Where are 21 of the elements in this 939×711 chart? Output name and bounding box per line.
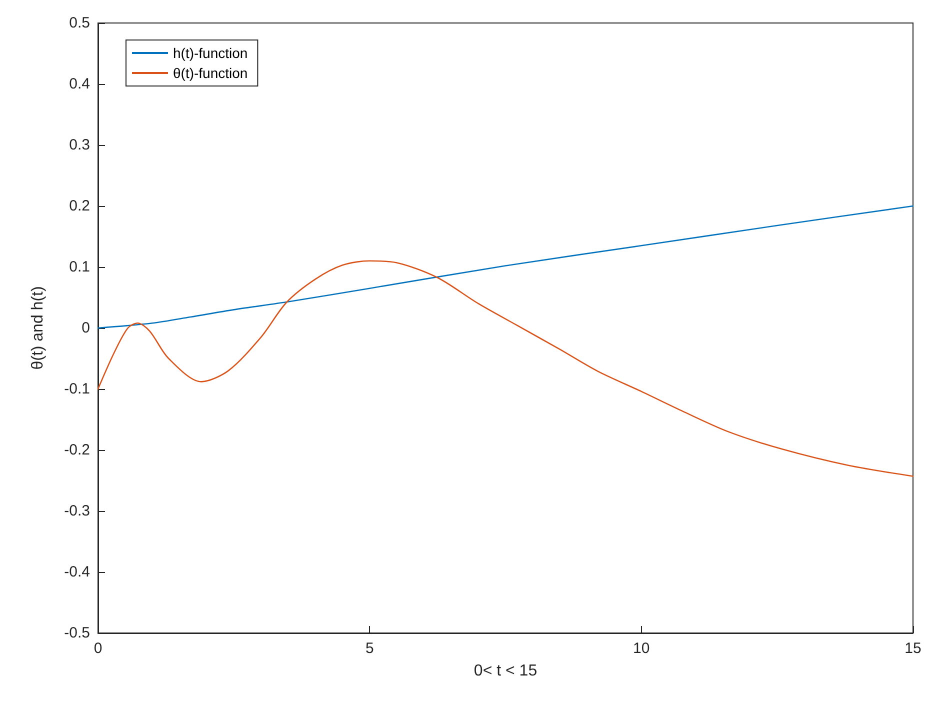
y-tick-label: 0.1 [69, 258, 90, 276]
line-series [97, 205, 914, 329]
x-tick-label: 0 [94, 640, 102, 657]
y-tick-label: -0.5 [64, 624, 90, 642]
y-tick-label: 0.4 [69, 76, 90, 92]
x-axis-title: 0< t < 15 [474, 662, 538, 680]
y-tick-label: -0.1 [64, 380, 90, 398]
x-tick-label: 5 [365, 640, 374, 657]
legend-label: θ(t)-function [173, 65, 248, 81]
y-tick-label: -0.3 [64, 502, 90, 520]
x-tick-label: 10 [632, 640, 650, 657]
x-tick-label: 15 [904, 640, 922, 657]
y-tick-label: 0.5 [69, 14, 90, 32]
line-series [97, 260, 914, 477]
y-axis-title: θ(t) and h(t) [30, 286, 46, 370]
legend-label: h(t)-function [173, 45, 248, 61]
y-tick-label: -0.2 [64, 442, 90, 458]
y-tick-label: 0 [82, 320, 90, 336]
y-tick-label: -0.4 [64, 564, 90, 580]
y-tick-label: 0.3 [69, 136, 90, 154]
y-tick-label: 0.2 [69, 198, 90, 214]
